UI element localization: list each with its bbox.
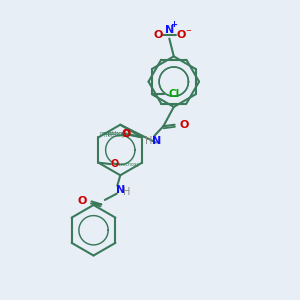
- Text: ⁻: ⁻: [185, 28, 191, 38]
- Text: O: O: [153, 30, 163, 40]
- Text: O: O: [176, 30, 186, 40]
- Text: methoxy: methoxy: [103, 134, 125, 138]
- Text: H: H: [122, 187, 130, 197]
- Text: O: O: [123, 129, 131, 139]
- Text: O: O: [122, 129, 130, 139]
- Text: methoxy: methoxy: [102, 131, 130, 136]
- Text: N: N: [116, 185, 125, 195]
- Text: N: N: [152, 136, 161, 146]
- Text: H: H: [145, 136, 152, 146]
- Text: N: N: [165, 25, 174, 34]
- Text: +: +: [170, 20, 177, 29]
- Text: O: O: [111, 159, 119, 169]
- Text: O: O: [77, 196, 86, 206]
- Text: methoxy: methoxy: [99, 131, 124, 136]
- Text: Cl: Cl: [169, 89, 180, 99]
- Text: O: O: [180, 120, 189, 130]
- Text: methoxy: methoxy: [119, 162, 140, 167]
